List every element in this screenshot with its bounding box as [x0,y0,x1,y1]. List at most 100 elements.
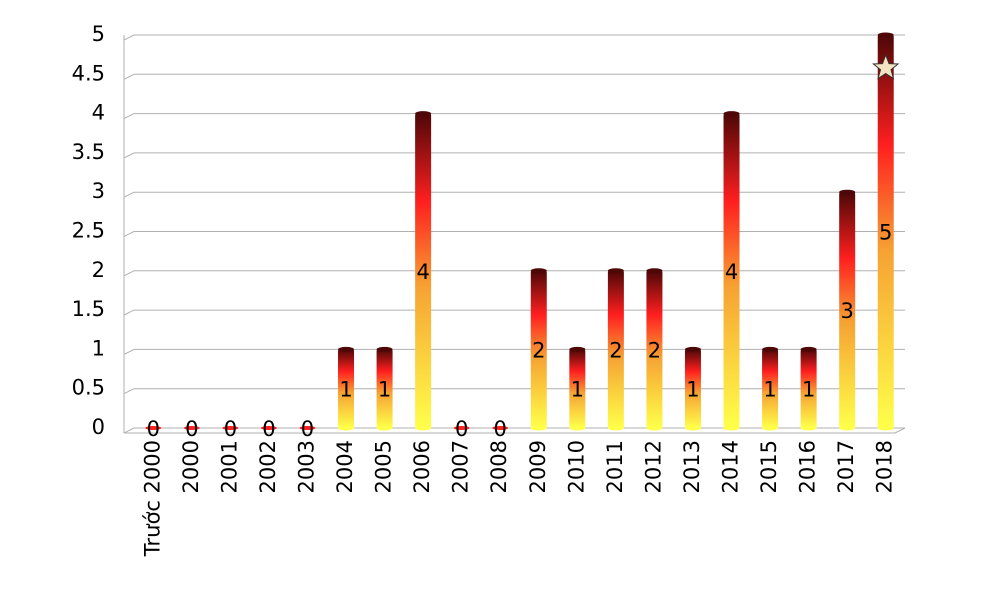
x-tick-label: 2002 [256,440,280,493]
y-tick-label: 1.5 [72,297,105,321]
y-tick-label: 5 [92,22,105,46]
bar-cap [723,111,740,117]
x-tick-label: 2016 [796,440,820,493]
bar [145,426,162,430]
x-tick-label: 2004 [333,440,357,493]
bar [530,270,547,428]
bar [453,426,470,430]
x-tick-label: 2001 [217,440,241,493]
bar-group: 3 [839,189,856,431]
data-label: 1 [378,378,391,402]
data-label: 0 [455,417,468,441]
bar-cap [569,346,586,352]
data-label: 2 [532,338,545,362]
bar-group: 2 [646,268,663,431]
x-tick-label: 2015 [757,440,781,493]
grid-line-depth [123,191,135,198]
bar [877,35,894,428]
y-tick-label: 0 [92,415,105,439]
y-tick-label: 0.5 [72,376,105,400]
x-tick-label: 2011 [603,440,627,493]
data-label: 1 [571,378,584,402]
data-label: 5 [879,221,892,245]
star-icon [872,53,900,80]
data-label: 1 [763,378,776,402]
data-label: 3 [840,299,853,323]
bar-cap [646,268,663,274]
bar [183,426,200,430]
bar-group: 1 [684,346,701,431]
data-label: 0 [494,417,507,441]
y-tick-label: 4 [92,101,105,125]
bar [646,270,663,428]
data-label: 1 [686,378,699,402]
bar-cap [762,346,779,352]
bar [569,349,586,428]
grid-line-depth [123,270,135,277]
data-label: 1 [802,378,815,402]
bar [260,426,277,430]
bar [800,349,817,428]
bar-group: 0 [145,417,162,441]
bar-group: 0 [260,417,277,441]
y-tick-label: 3.5 [72,140,105,164]
bar-base [800,425,817,431]
bar-group: 1 [376,346,393,431]
bar-base [338,425,355,431]
x-tick-label: 2003 [294,440,318,493]
x-tick-label: 2005 [372,440,396,493]
y-tick-label: 2.5 [72,219,105,243]
bar [338,349,355,428]
bar-cap [415,111,432,117]
x-tick-label: 2007 [449,440,473,493]
x-tick-label: 2010 [564,440,588,493]
grid-line-depth [123,73,135,80]
data-label: 4 [416,260,429,284]
bar-group: 4 [415,111,432,431]
x-tick-label: 2000 [179,440,203,493]
x-tick-label: 2017 [834,440,858,493]
bar-cap [530,268,547,274]
y-tick-label: 3 [92,179,105,203]
bar-base [607,425,624,431]
bar-group: 5 [877,32,894,431]
bar-group: 0 [183,417,200,441]
bar-group: 4 [723,111,740,431]
bar [299,426,316,430]
bar-cap [338,346,355,352]
bar-group: 1 [762,346,779,431]
bar-group: 0 [222,417,239,441]
bar-base [569,425,586,431]
grid-line-depth [123,427,135,434]
bar [723,113,740,428]
grid-line-depth [123,34,135,41]
bar-group: 0 [299,417,316,441]
bar-cap [607,268,624,274]
data-label: 0 [262,417,275,441]
x-tick-label: 2013 [680,440,704,493]
data-label: 4 [725,260,738,284]
bar [839,192,856,428]
x-tick-label: 2006 [410,440,434,493]
x-tick-label: 2014 [719,440,743,493]
grid-line-depth [123,113,135,120]
bar-cap [684,346,701,352]
bar-group: 0 [453,417,470,441]
grid-line-depth [123,309,135,316]
x-tick-label: 2008 [487,440,511,493]
data-label: 0 [224,417,237,441]
data-label: 0 [185,417,198,441]
x-tick-label: 2009 [526,440,550,493]
grid-line-depth [123,231,135,237]
bar [492,426,509,430]
bar-cap [800,346,817,352]
bar-group: 2 [530,268,547,431]
bar-group: 2 [607,268,624,431]
bar [415,113,432,428]
bar-cap [376,346,393,352]
bar-base [530,425,547,431]
bar-base [762,425,779,431]
grid-line-depth [123,348,135,355]
data-label: 0 [301,417,314,441]
